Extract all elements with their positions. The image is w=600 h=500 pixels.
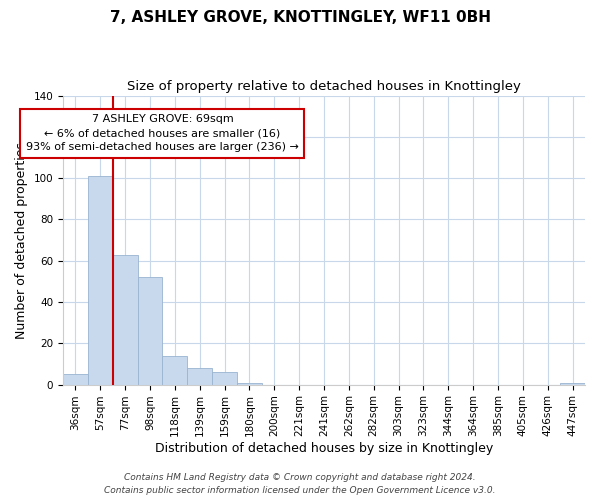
Title: Size of property relative to detached houses in Knottingley: Size of property relative to detached ho…	[127, 80, 521, 93]
Bar	[560, 382, 585, 384]
Bar	[187, 368, 212, 384]
Bar	[137, 277, 163, 384]
Text: 7, ASHLEY GROVE, KNOTTINGLEY, WF11 0BH: 7, ASHLEY GROVE, KNOTTINGLEY, WF11 0BH	[110, 10, 491, 25]
Bar	[63, 374, 88, 384]
Y-axis label: Number of detached properties: Number of detached properties	[15, 142, 28, 338]
Text: 7 ASHLEY GROVE: 69sqm
← 6% of detached houses are smaller (16)
93% of semi-detac: 7 ASHLEY GROVE: 69sqm ← 6% of detached h…	[26, 114, 299, 152]
Bar	[163, 356, 187, 384]
Text: Contains HM Land Registry data © Crown copyright and database right 2024.
Contai: Contains HM Land Registry data © Crown c…	[104, 474, 496, 495]
Bar	[212, 372, 237, 384]
Bar	[88, 176, 113, 384]
X-axis label: Distribution of detached houses by size in Knottingley: Distribution of detached houses by size …	[155, 442, 493, 455]
Bar	[113, 254, 137, 384]
Bar	[237, 382, 262, 384]
